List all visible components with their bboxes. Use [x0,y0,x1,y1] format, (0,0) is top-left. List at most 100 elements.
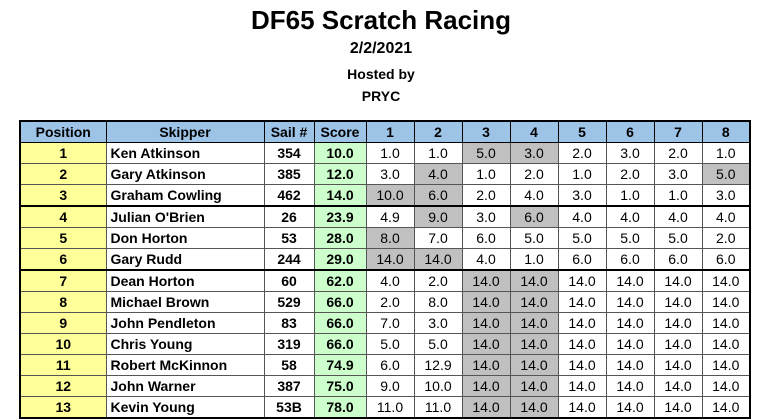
score-cell: 14.0 [313,184,367,207]
column-header-race-5: 5 [557,120,607,143]
sail-number-cell: 83 [263,312,315,334]
race-score-cell: 2.0 [413,269,463,292]
race-score-cell: 1.0 [701,142,751,164]
race-score-cell: 14.0 [701,354,751,376]
position-cell: 2 [19,163,107,185]
table-row: 10 Chris Young 319 66.0 5.0 5.0 14.0 14.0 14.0 14… [19,333,751,355]
race-score-cell: 14.0 [557,312,607,334]
position-cell: 3 [19,184,107,207]
race-score-cell: 4.9 [365,205,415,228]
race-score-cell: 1.0 [557,163,607,185]
race-score-cell: 14.0 [509,333,559,355]
race-score-cell: 1.0 [509,248,559,271]
score-cell: 66.0 [313,333,367,355]
sail-number-cell: 319 [263,333,315,355]
race-score-cell: 11.0 [365,396,415,419]
column-header-score: Score [313,120,367,143]
race-score-cell: 14.0 [605,354,655,376]
race-score-cell: 14.0 [605,396,655,419]
race-score-cell: 8.0 [413,291,463,313]
score-cell: 10.0 [313,142,367,164]
score-cell: 75.0 [313,375,367,397]
race-score-cell: 6.0 [557,248,607,271]
skipper-cell: Gary Rudd [105,248,265,271]
sail-number-cell: 60 [263,269,315,292]
column-header-race-4: 4 [509,120,559,143]
race-score-cell: 9.0 [413,205,463,228]
race-score-cell: 14.0 [605,269,655,292]
race-score-cell: 4.0 [509,184,559,207]
race-score-cell: 4.0 [413,163,463,185]
sail-number-cell: 529 [263,291,315,313]
race-score-cell: 5.0 [509,227,559,249]
sail-number-cell: 58 [263,354,315,376]
column-header-race-6: 6 [605,120,655,143]
race-score-cell: 3.0 [557,184,607,207]
race-score-cell: 14.0 [461,396,511,419]
race-score-cell: 3.0 [509,142,559,164]
header-row: Position Skipper Sail # Score 1 2 3 4 5 … [19,120,751,143]
race-score-cell: 14.0 [365,248,415,271]
race-score-cell: 14.0 [653,312,703,334]
race-score-cell: 14.0 [557,375,607,397]
race-score-cell: 10.0 [365,184,415,207]
skipper-cell: Ken Atkinson [105,142,265,164]
race-score-cell: 4.0 [365,269,415,292]
race-score-cell: 5.0 [365,333,415,355]
race-score-cell: 3.0 [605,142,655,164]
column-header-race-8: 8 [701,120,751,143]
race-score-cell: 2.0 [461,184,511,207]
results-table: Position Skipper Sail # Score 1 2 3 4 5 … [19,120,751,419]
race-score-cell: 1.0 [365,142,415,164]
table-row: 12 John Warner 387 75.0 9.0 10.0 14.0 14.0 14.0 1… [19,375,751,397]
race-score-cell: 14.0 [653,375,703,397]
sail-number-cell: 385 [263,163,315,185]
race-score-cell: 14.0 [461,354,511,376]
hosted-by-label: Hosted by [347,66,415,82]
race-score-cell: 14.0 [653,269,703,292]
race-score-cell: 14.0 [509,375,559,397]
race-score-cell: 14.0 [701,269,751,292]
race-score-cell: 5.0 [413,333,463,355]
race-score-cell: 14.0 [605,375,655,397]
column-header-sail: Sail # [263,120,315,143]
race-score-cell: 2.0 [605,163,655,185]
race-score-cell: 6.0 [365,354,415,376]
race-score-cell: 6.0 [701,248,751,271]
race-date: 2/2/2021 [349,40,413,57]
position-cell: 9 [19,312,107,334]
race-score-cell: 14.0 [461,375,511,397]
race-score-cell: 14.0 [557,333,607,355]
sail-number-cell: 387 [263,375,315,397]
race-score-cell: 14.0 [557,396,607,419]
race-score-cell: 14.0 [653,354,703,376]
race-score-cell: 14.0 [461,333,511,355]
host-club: PRYC [361,88,401,104]
table-row: 7 Dean Horton 60 62.0 4.0 2.0 14.0 14.0 14.0 14.0… [19,269,751,292]
race-score-cell: 14.0 [509,291,559,313]
skipper-cell: John Warner [105,375,265,397]
score-cell: 28.0 [313,227,367,249]
table-row: 9 John Pendleton 83 66.0 7.0 3.0 14.0 14.0 14.0 1… [19,312,751,334]
race-score-cell: 14.0 [701,291,751,313]
race-score-cell: 5.0 [701,163,751,185]
race-score-cell: 5.0 [461,142,511,164]
race-score-cell: 14.0 [701,375,751,397]
race-score-cell: 4.0 [701,205,751,228]
race-score-cell: 14.0 [557,354,607,376]
table-row: 4 Julian O'Brien 26 23.9 4.9 9.0 3.0 6.0 4.0 4.0 4… [19,205,751,228]
race-score-cell: 5.0 [605,227,655,249]
race-score-cell: 8.0 [365,227,415,249]
race-score-cell: 3.0 [413,312,463,334]
sail-number-cell: 53B [263,396,315,419]
position-cell: 4 [19,205,107,228]
race-score-cell: 4.0 [557,205,607,228]
position-cell: 1 [19,142,107,164]
skipper-cell: Graham Cowling [105,184,265,207]
race-score-cell: 3.0 [365,163,415,185]
column-header-race-3: 3 [461,120,511,143]
race-score-cell: 14.0 [653,291,703,313]
race-score-cell: 7.0 [365,312,415,334]
race-score-cell: 4.0 [605,205,655,228]
race-score-cell: 4.0 [461,248,511,271]
